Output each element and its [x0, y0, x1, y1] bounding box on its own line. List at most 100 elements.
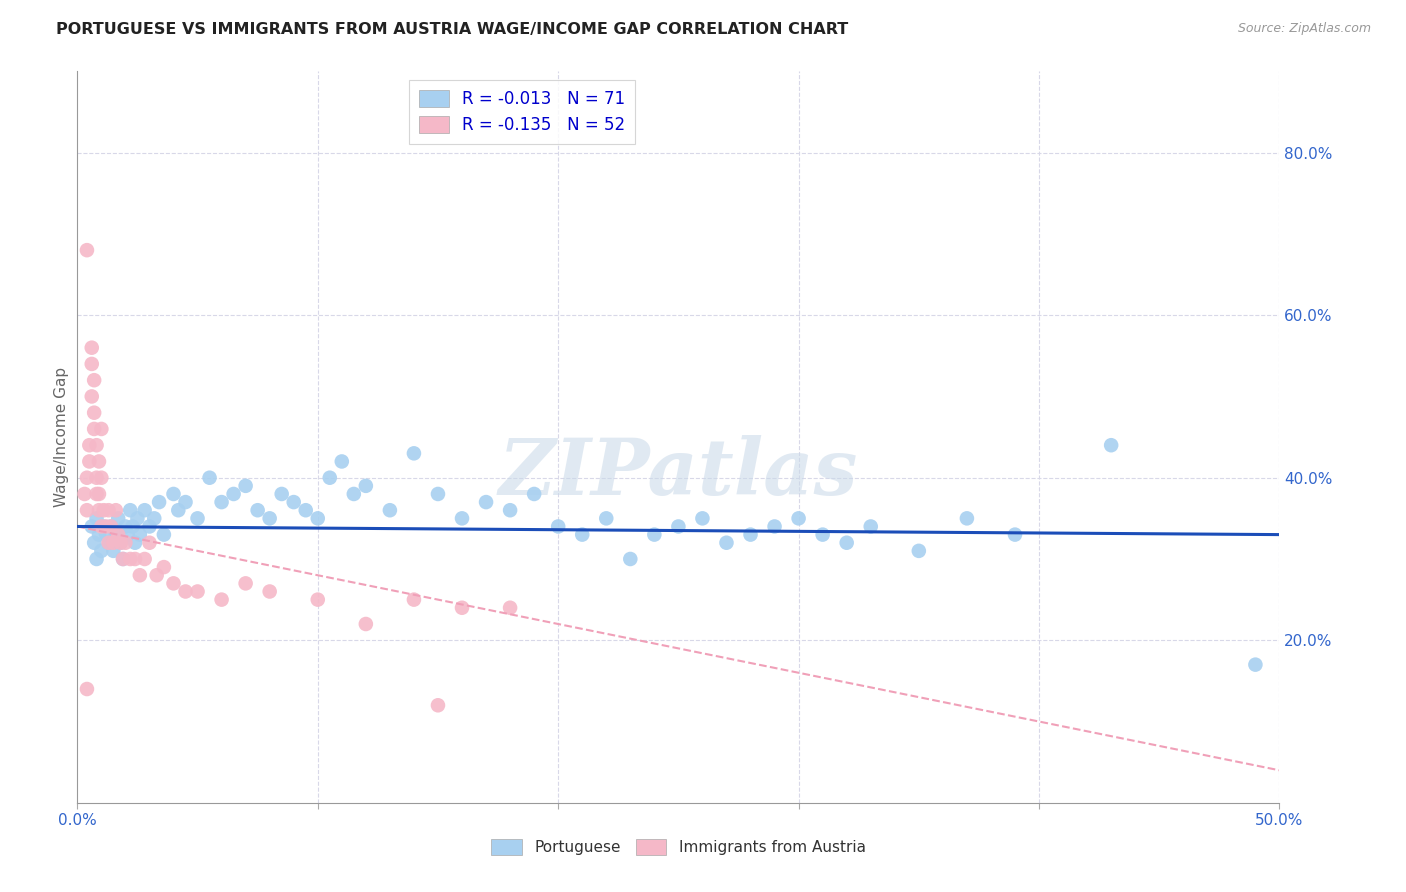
- Legend: Portuguese, Immigrants from Austria: Portuguese, Immigrants from Austria: [485, 833, 872, 861]
- Point: [80, 341, 103, 355]
- Point: [86, 552, 108, 566]
- Point: [198, 471, 221, 485]
- Point: [76, 681, 98, 696]
- Point: [97, 535, 120, 549]
- Point: [211, 495, 233, 509]
- Point: [427, 698, 450, 713]
- Point: [83, 406, 105, 420]
- Point: [107, 527, 129, 541]
- Text: ZIPatlas: ZIPatlas: [499, 435, 858, 512]
- Point: [378, 503, 401, 517]
- Point: [307, 592, 329, 607]
- Point: [330, 454, 353, 468]
- Point: [643, 527, 665, 541]
- Point: [787, 511, 810, 525]
- Point: [87, 527, 110, 541]
- Point: [87, 487, 110, 501]
- Point: [246, 503, 269, 517]
- Point: [111, 552, 134, 566]
- Point: [111, 552, 134, 566]
- Point: [148, 495, 170, 509]
- Point: [110, 535, 132, 549]
- Point: [76, 471, 98, 485]
- Point: [83, 422, 105, 436]
- Point: [107, 511, 129, 525]
- Point: [104, 527, 127, 541]
- Point: [117, 527, 139, 541]
- Point: [93, 519, 115, 533]
- Point: [90, 471, 112, 485]
- Point: [103, 544, 125, 558]
- Point: [451, 511, 474, 525]
- Point: [222, 487, 245, 501]
- Point: [499, 503, 522, 517]
- Point: [270, 487, 292, 501]
- Point: [259, 511, 281, 525]
- Point: [83, 373, 105, 387]
- Point: [153, 527, 176, 541]
- Point: [343, 487, 366, 501]
- Point: [859, 519, 882, 533]
- Point: [211, 592, 233, 607]
- Point: [294, 503, 316, 517]
- Point: [104, 503, 127, 517]
- Point: [90, 422, 112, 436]
- Point: [716, 535, 738, 549]
- Point: [235, 576, 257, 591]
- Point: [153, 560, 176, 574]
- Point: [174, 584, 197, 599]
- Point: [571, 527, 593, 541]
- Point: [143, 511, 166, 525]
- Point: [128, 568, 150, 582]
- Point: [908, 544, 931, 558]
- Point: [619, 552, 641, 566]
- Point: [763, 519, 786, 533]
- Point: [80, 357, 103, 371]
- Point: [475, 495, 498, 509]
- Point: [595, 511, 617, 525]
- Point: [127, 511, 149, 525]
- Point: [547, 519, 569, 533]
- Point: [121, 519, 143, 533]
- Point: [73, 487, 96, 501]
- Point: [114, 535, 136, 549]
- Point: [235, 479, 257, 493]
- Point: [402, 592, 425, 607]
- Point: [87, 454, 110, 468]
- Point: [80, 519, 103, 533]
- Point: [307, 511, 329, 525]
- Point: [93, 503, 115, 517]
- Point: [79, 454, 101, 468]
- Point: [96, 519, 118, 533]
- Point: [692, 511, 714, 525]
- Point: [1004, 527, 1026, 541]
- Point: [162, 576, 184, 591]
- Point: [124, 552, 146, 566]
- Point: [740, 527, 762, 541]
- Point: [354, 479, 377, 493]
- Point: [167, 503, 190, 517]
- Point: [76, 243, 98, 257]
- Point: [97, 503, 120, 517]
- Point: [80, 389, 103, 403]
- Point: [86, 511, 108, 525]
- Point: [138, 535, 160, 549]
- Point: [87, 503, 110, 517]
- Point: [402, 446, 425, 460]
- Point: [83, 535, 105, 549]
- Point: [835, 535, 858, 549]
- Point: [162, 487, 184, 501]
- Point: [96, 527, 118, 541]
- Point: [811, 527, 834, 541]
- Point: [128, 527, 150, 541]
- Point: [120, 503, 142, 517]
- Point: [86, 438, 108, 452]
- Point: [145, 568, 167, 582]
- Text: PORTUGUESE VS IMMIGRANTS FROM AUSTRIA WAGE/INCOME GAP CORRELATION CHART: PORTUGUESE VS IMMIGRANTS FROM AUSTRIA WA…: [56, 22, 848, 37]
- Point: [79, 438, 101, 452]
- Point: [138, 519, 160, 533]
- Point: [90, 519, 112, 533]
- Point: [668, 519, 690, 533]
- Text: Source: ZipAtlas.com: Source: ZipAtlas.com: [1237, 22, 1371, 36]
- Point: [110, 535, 132, 549]
